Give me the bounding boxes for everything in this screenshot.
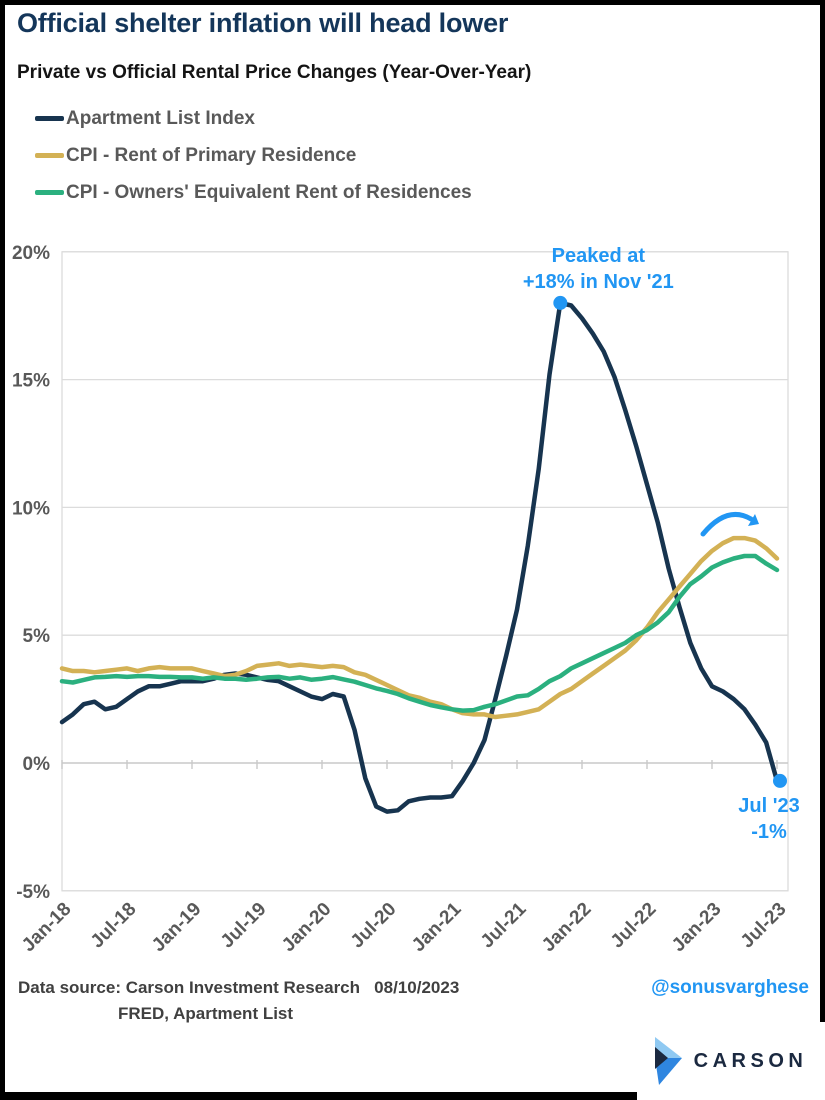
curved-arrow-head-icon <box>748 514 759 526</box>
twitter-handle: @sonusvarghese <box>651 977 809 998</box>
latest-dot <box>773 773 787 788</box>
curved-arrow-icon <box>700 512 754 537</box>
frame-right <box>820 0 825 1022</box>
legend: Apartment List Index CPI - Rent of Prima… <box>35 100 472 211</box>
latest-annotation-line1: Jul '23 <box>738 795 799 817</box>
series-line-1 <box>59 535 780 720</box>
data-source-line: Data source: Carson Investment Research … <box>18 978 460 997</box>
x-axis-label: Jan-20 <box>278 899 335 956</box>
peak-dot <box>553 295 568 310</box>
y-axis-label: 0% <box>23 754 51 775</box>
y-axis-label: 5% <box>23 626 51 647</box>
legend-item-cpi-oer: CPI - Owners' Equivalent Rent of Residen… <box>35 174 472 211</box>
data-source-line-2: FRED, Apartment List <box>118 1004 294 1023</box>
page-title: Official shelter inflation will head low… <box>17 8 509 38</box>
carson-logo: CARSON <box>637 1022 825 1100</box>
peak-annotation-line2: +18% in Nov '21 <box>523 271 674 293</box>
legend-swatch-gold-icon <box>35 153 64 158</box>
logo-triangle-blue <box>654 1058 682 1085</box>
legend-label: CPI - Rent of Primary Residence <box>66 144 357 166</box>
legend-item-cpi-rent: CPI - Rent of Primary Residence <box>35 137 472 174</box>
y-axis-label: -5% <box>16 882 50 903</box>
x-axis-label: Jul-23 <box>737 899 791 953</box>
x-axis-label: Jan-19 <box>148 899 205 956</box>
y-axis-label: 10% <box>12 498 50 519</box>
x-axis-label: Jul-20 <box>347 899 401 953</box>
legend-item-apartment-list: Apartment List Index <box>35 100 472 137</box>
carson-logo-text: CARSON <box>693 1049 808 1072</box>
carson-logo-icon <box>654 1037 682 1085</box>
x-axis-label: Jan-22 <box>538 899 595 956</box>
series-line-2 <box>59 553 780 713</box>
series-line-0 <box>59 300 780 814</box>
frame-bottom <box>0 1092 637 1100</box>
legend-swatch-navy-icon <box>35 116 64 121</box>
x-axis-label: Jan-23 <box>668 899 725 956</box>
frame-top <box>0 0 825 5</box>
latest-annotation-line2: -1% <box>751 821 787 843</box>
legend-label: Apartment List Index <box>66 107 255 129</box>
frame-left <box>0 0 5 1100</box>
chart-subtitle: Private vs Official Rental Price Changes… <box>17 62 532 83</box>
plot-area-border <box>61 251 789 892</box>
legend-swatch-green-icon <box>35 190 64 195</box>
x-axis-label: Jul-21 <box>477 898 531 952</box>
logo-triangle-navy <box>654 1047 668 1069</box>
x-axis-label: Jul-19 <box>217 899 271 953</box>
peak-annotation-line1: Peaked at <box>552 245 646 267</box>
legend-label: CPI - Owners' Equivalent Rent of Residen… <box>66 181 472 203</box>
y-axis-label: 20% <box>12 243 50 264</box>
x-axis-label: Jan-18 <box>18 899 75 956</box>
x-axis-label: Jan-21 <box>408 898 466 956</box>
y-axis-label: 15% <box>12 371 50 392</box>
x-axis-label: Jul-18 <box>87 899 141 953</box>
x-axis-label: Jul-22 <box>607 899 661 953</box>
